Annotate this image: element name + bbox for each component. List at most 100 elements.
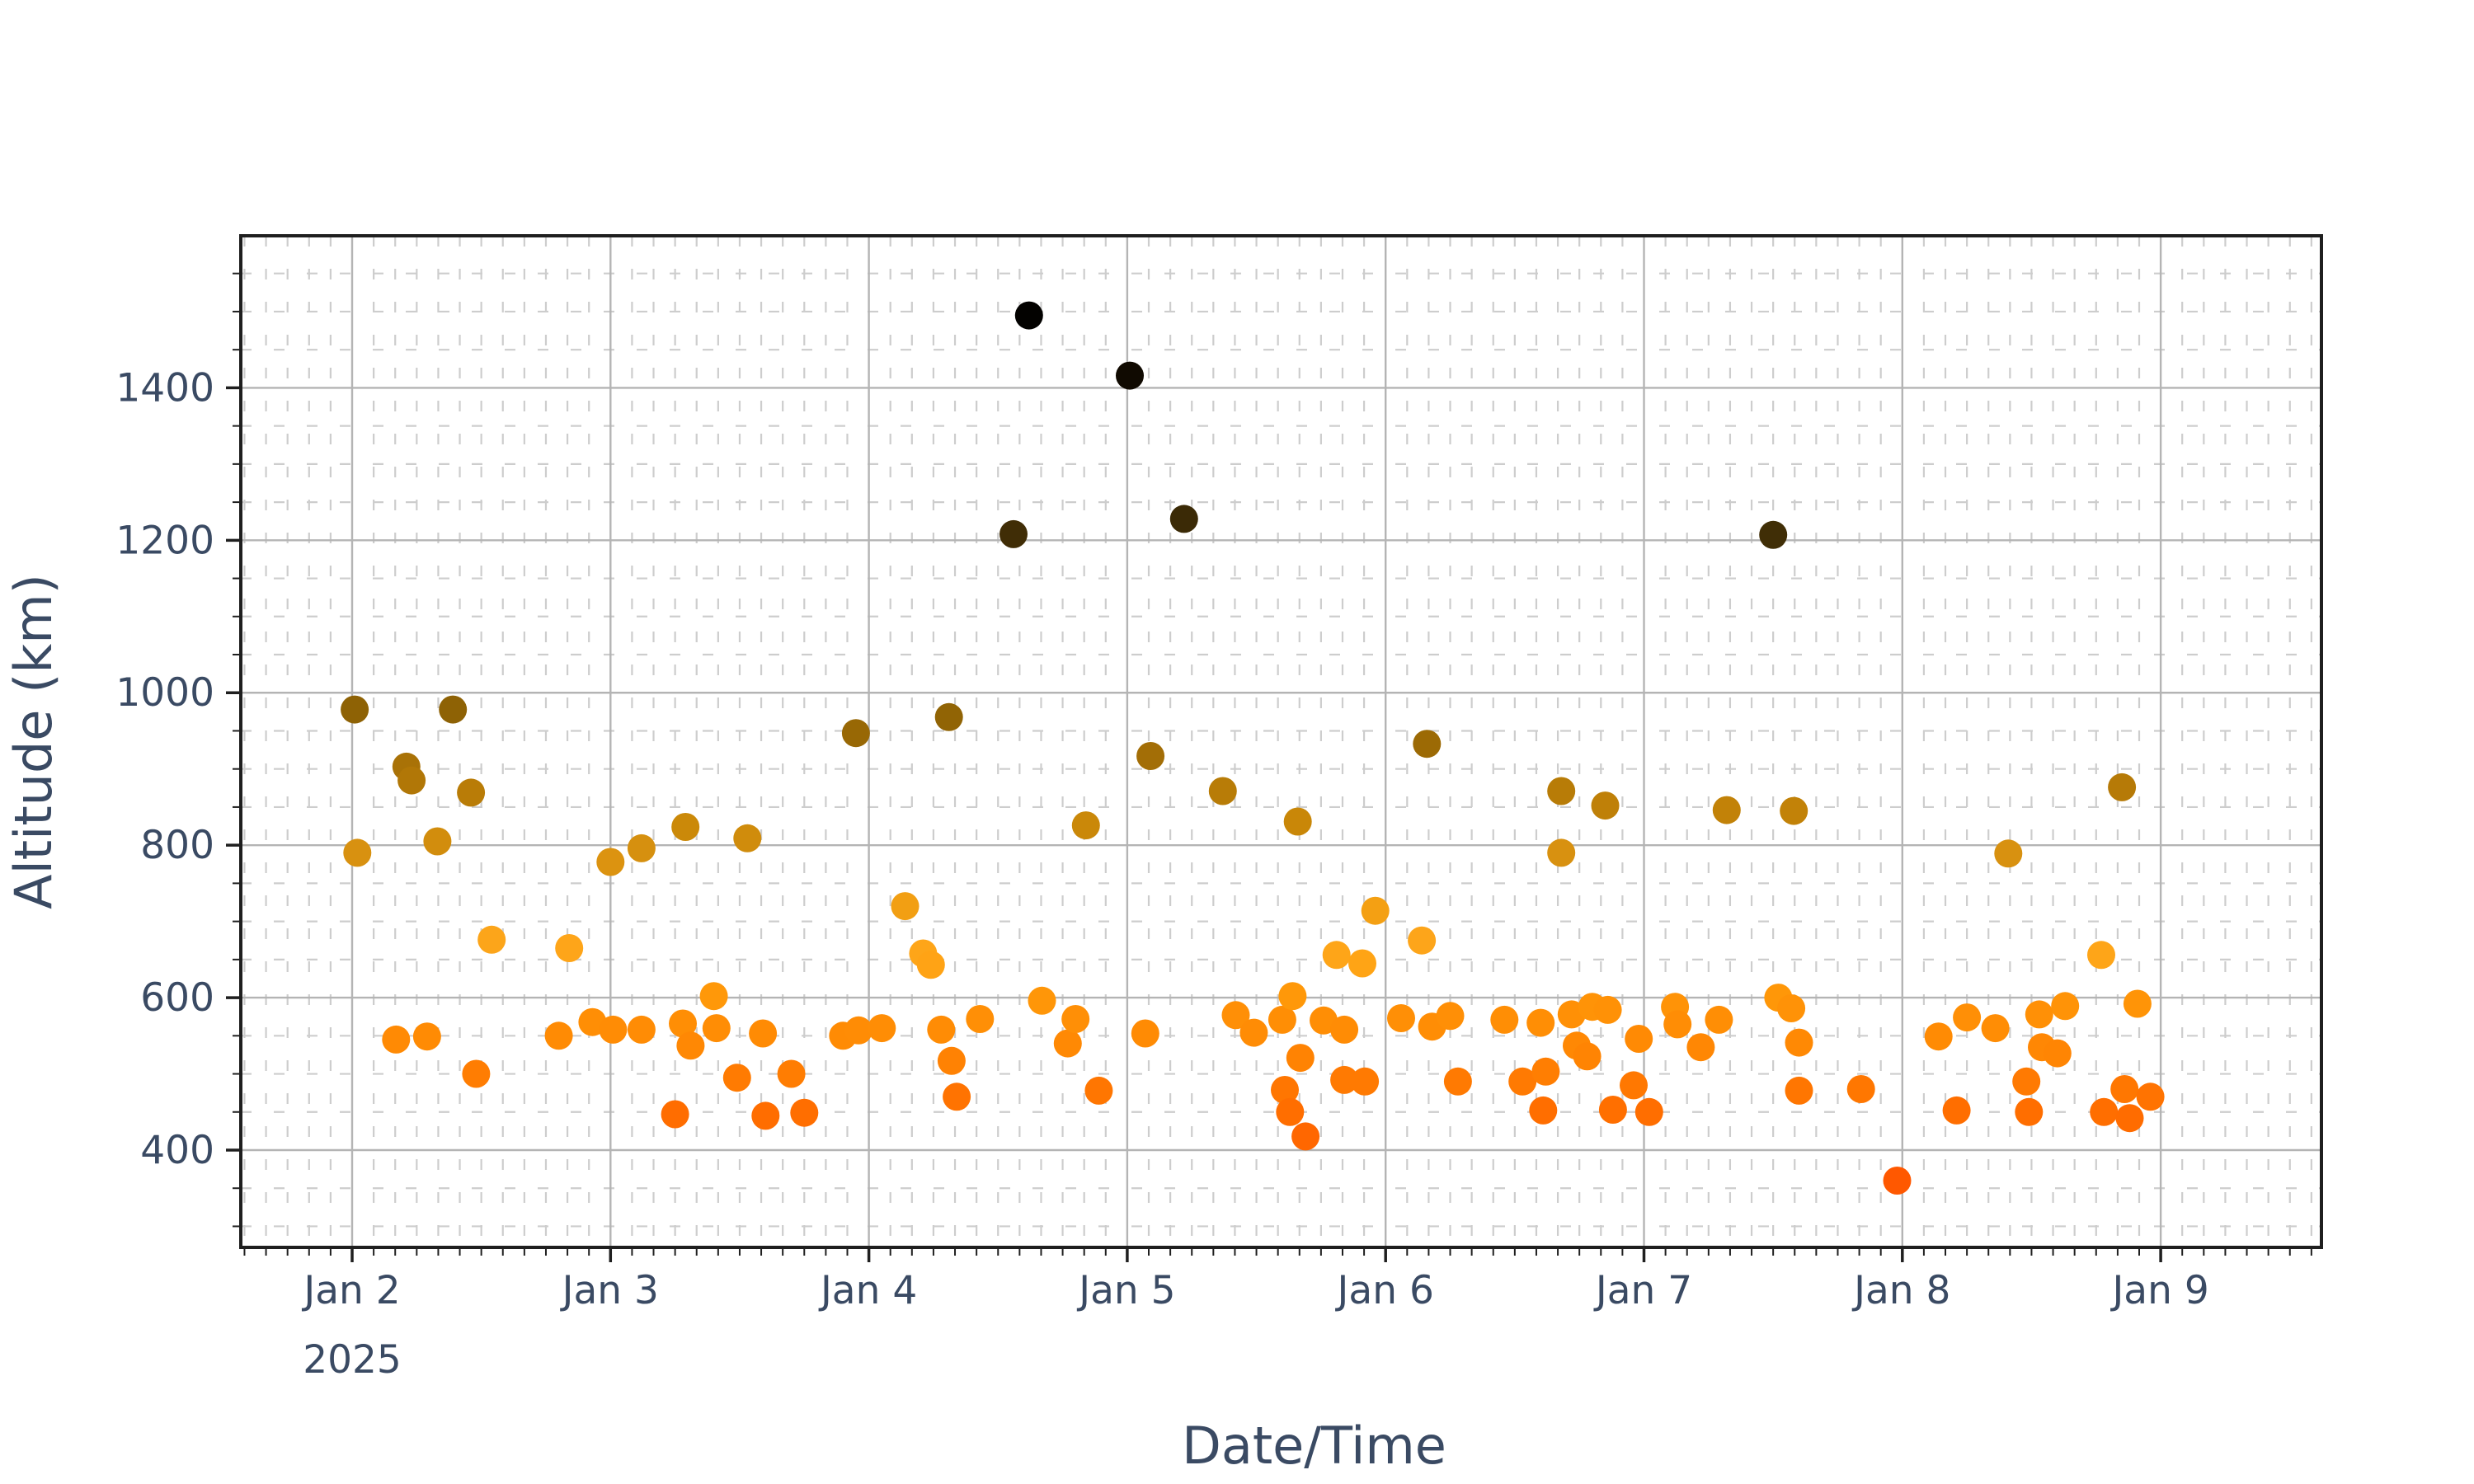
data-point bbox=[423, 827, 452, 856]
data-point bbox=[777, 1059, 806, 1088]
data-point bbox=[1547, 838, 1576, 867]
data-point bbox=[2051, 992, 2080, 1021]
data-point bbox=[868, 1014, 896, 1043]
x-axis-title: Date/Time bbox=[1182, 1416, 1446, 1476]
data-point bbox=[2087, 941, 2115, 970]
data-point bbox=[1413, 730, 1442, 758]
x-tick-label: Jan 8 bbox=[1851, 1268, 1950, 1313]
data-point bbox=[1322, 941, 1351, 970]
data-point bbox=[699, 982, 728, 1011]
data-point bbox=[943, 1082, 971, 1111]
data-point bbox=[382, 1025, 411, 1054]
data-point bbox=[1526, 1008, 1555, 1037]
data-point bbox=[937, 1046, 966, 1075]
data-point bbox=[2043, 1039, 2072, 1068]
data-point bbox=[2015, 1097, 2044, 1126]
data-point bbox=[676, 1031, 705, 1060]
data-points bbox=[341, 301, 2165, 1195]
data-point bbox=[1994, 839, 2023, 868]
data-point bbox=[1278, 982, 1307, 1011]
data-point bbox=[1591, 791, 1620, 820]
data-point bbox=[1208, 777, 1237, 805]
data-point bbox=[1981, 1014, 2010, 1043]
data-point bbox=[1283, 807, 1312, 836]
data-point bbox=[1131, 1019, 1159, 1048]
data-point bbox=[544, 1021, 573, 1050]
data-point bbox=[934, 702, 963, 731]
data-point bbox=[1239, 1018, 1268, 1047]
data-point bbox=[1620, 1071, 1648, 1100]
data-point bbox=[1276, 1097, 1305, 1126]
data-point bbox=[1686, 1033, 1715, 1062]
data-point bbox=[1547, 777, 1576, 805]
data-point bbox=[999, 519, 1028, 548]
data-point bbox=[1387, 1004, 1415, 1032]
plot-frame bbox=[239, 234, 2323, 1249]
data-point bbox=[1268, 1005, 1296, 1034]
data-point bbox=[1221, 1001, 1250, 1030]
axis-tick-labels: Jan 2 2025 Jan 3 Jan 4 Jan 5 Jan 6 Jan 7 Jan 8 J… bbox=[115, 365, 2208, 1383]
data-point bbox=[1573, 1042, 1602, 1071]
data-point bbox=[722, 1064, 751, 1092]
data-point bbox=[1361, 896, 1390, 925]
data-point bbox=[596, 848, 625, 876]
data-point bbox=[1531, 1057, 1560, 1086]
data-point bbox=[1084, 1076, 1113, 1105]
data-point bbox=[2025, 1000, 2053, 1029]
data-point bbox=[457, 778, 486, 807]
y-tick-label: 1200 bbox=[115, 518, 214, 563]
x-tick-label: Jan 4 bbox=[818, 1268, 917, 1313]
y-tick-label: 1400 bbox=[115, 365, 214, 411]
data-point bbox=[1625, 1025, 1653, 1053]
data-point bbox=[1924, 1022, 1953, 1051]
x-tick-label: Jan 5 bbox=[1076, 1268, 1175, 1313]
data-point bbox=[627, 834, 656, 862]
data-point bbox=[733, 824, 762, 852]
data-point bbox=[1785, 1028, 1813, 1057]
data-point bbox=[2110, 1075, 2139, 1103]
data-point bbox=[1883, 1167, 1912, 1195]
data-point bbox=[891, 892, 920, 921]
data-point bbox=[1348, 949, 1376, 978]
y-axis-title: Altitude (km) bbox=[3, 574, 63, 909]
data-point bbox=[397, 766, 426, 795]
data-point bbox=[1408, 926, 1437, 955]
data-point bbox=[2136, 1082, 2165, 1111]
y-tick-label: 800 bbox=[140, 823, 214, 868]
x-tick-label: Jan 6 bbox=[1335, 1268, 1434, 1313]
data-point bbox=[343, 838, 372, 867]
data-point bbox=[841, 719, 870, 748]
data-point bbox=[790, 1098, 819, 1127]
data-point bbox=[1846, 1075, 1875, 1103]
data-point bbox=[1443, 1067, 1472, 1096]
plot-border bbox=[239, 234, 2323, 1249]
data-point bbox=[669, 1009, 697, 1038]
data-point bbox=[1169, 505, 1198, 533]
data-point bbox=[1529, 1096, 1558, 1125]
data-point bbox=[2123, 989, 2152, 1018]
data-point bbox=[671, 813, 700, 841]
data-point bbox=[462, 1059, 491, 1088]
data-point bbox=[1593, 995, 1622, 1024]
y-tick-label: 600 bbox=[140, 975, 214, 1021]
data-point bbox=[916, 951, 945, 979]
data-point bbox=[1061, 1005, 1090, 1033]
x-tick-label: Jan 7 bbox=[1593, 1268, 1692, 1313]
data-point bbox=[751, 1101, 780, 1130]
x-tick-label: Jan 3 bbox=[560, 1268, 659, 1313]
data-point bbox=[1712, 796, 1741, 824]
data-point bbox=[1705, 1005, 1733, 1034]
data-point bbox=[1953, 1003, 1982, 1032]
data-point bbox=[1291, 1122, 1320, 1151]
x-tick-label: Jan 9 bbox=[2109, 1268, 2208, 1313]
data-point bbox=[749, 1019, 778, 1048]
data-point bbox=[1663, 1010, 1692, 1039]
data-point bbox=[1436, 1002, 1465, 1031]
data-point bbox=[1116, 361, 1144, 390]
axis-ticks bbox=[226, 272, 2312, 1262]
y-tick-label: 1000 bbox=[115, 670, 214, 716]
data-point bbox=[661, 1100, 689, 1129]
data-point bbox=[599, 1015, 628, 1044]
data-point bbox=[1351, 1067, 1380, 1096]
